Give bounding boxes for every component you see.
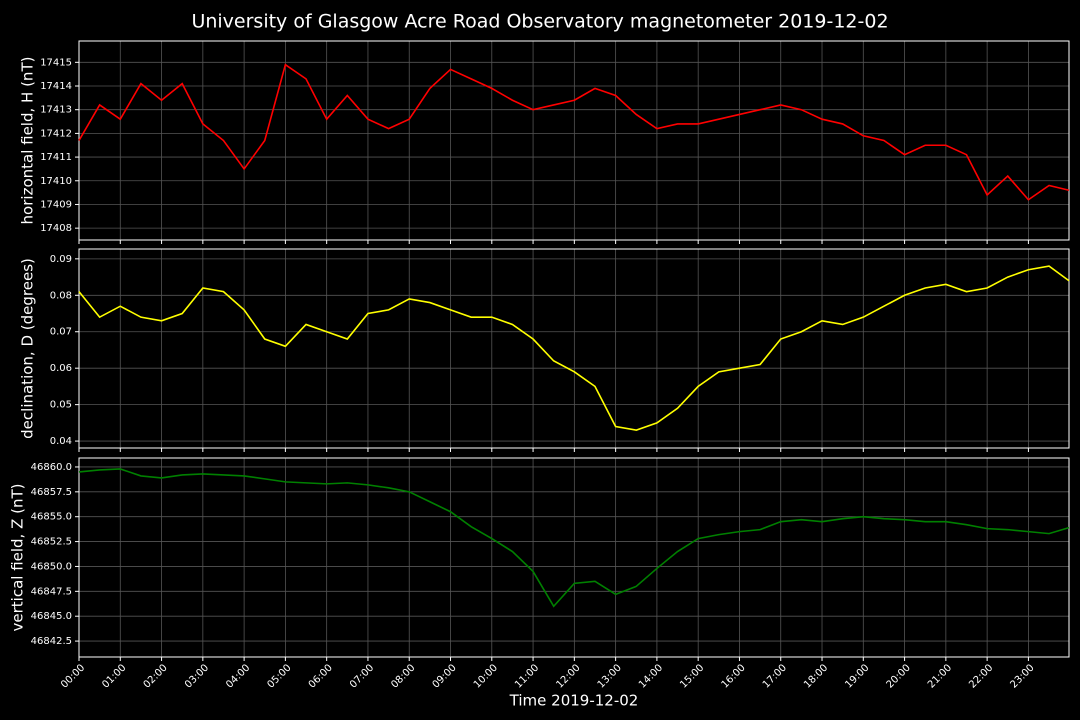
x-axis-label: Time 2019-12-02 — [509, 692, 639, 710]
y-tick-label: 0.05 — [50, 400, 72, 411]
data-line — [78, 63, 1070, 201]
y-tick-label: 46852.5 — [31, 537, 72, 548]
y-tick-label: 0.09 — [50, 254, 72, 265]
y-tick-label: 17412 — [40, 128, 72, 139]
y-tick-label: 17408 — [40, 223, 72, 234]
panel-frame — [78, 248, 1070, 449]
y-tick-label: 17411 — [40, 152, 72, 163]
y-tick-label: 46845.0 — [31, 611, 72, 622]
y-tick-label: 17410 — [40, 176, 72, 187]
x-tick-label: 21:00 — [926, 662, 954, 690]
x-tick-label: 16:00 — [720, 662, 748, 690]
y-tick-label: 0.06 — [50, 363, 72, 374]
x-tick-label: 15:00 — [678, 662, 706, 690]
y-tick-label: 17415 — [40, 57, 72, 68]
y-tick-label: 46855.0 — [31, 512, 72, 523]
y-axis-label: vertical field, Z (nT) — [9, 483, 27, 631]
x-tick-label: 23:00 — [1008, 662, 1036, 690]
y-tick-label: 46860.0 — [31, 462, 72, 473]
x-tick-label: 19:00 — [843, 662, 871, 690]
y-tick-label: 0.04 — [50, 436, 72, 447]
x-tick-label: 12:00 — [554, 662, 582, 690]
panel-frame — [78, 457, 1070, 658]
x-tick-label: 04:00 — [224, 662, 252, 690]
x-tick-label: 03:00 — [183, 662, 211, 690]
x-tick-label: 02:00 — [142, 662, 170, 690]
x-tick-label: 18:00 — [802, 662, 830, 690]
chart-title: University of Glasgow Acre Road Observat… — [191, 11, 888, 33]
y-tick-label: 46857.5 — [31, 487, 72, 498]
x-tick-label: 00:00 — [59, 662, 87, 690]
x-tick-label: 07:00 — [348, 662, 376, 690]
y-tick-label: 17413 — [40, 105, 72, 116]
y-tick-label: 46850.0 — [31, 561, 72, 572]
x-tick-label: 05:00 — [265, 662, 293, 690]
data-line — [78, 265, 1070, 431]
x-tick-label: 11:00 — [513, 662, 541, 690]
x-tick-label: 08:00 — [389, 662, 417, 690]
x-tick-label: 17:00 — [761, 662, 789, 690]
x-tick-label: 22:00 — [967, 662, 995, 690]
y-tick-label: 0.07 — [50, 327, 72, 338]
x-tick-label: 01:00 — [100, 662, 128, 690]
y-axis-label: horizontal field, H (nT) — [19, 57, 37, 225]
x-tick-label: 20:00 — [885, 662, 913, 690]
x-tick-label: 06:00 — [307, 662, 335, 690]
x-tick-label: 10:00 — [472, 662, 500, 690]
y-axis-label: declination, D (degrees) — [19, 258, 37, 439]
x-tick-label: 14:00 — [637, 662, 665, 690]
x-tick-label: 09:00 — [431, 662, 459, 690]
y-tick-label: 46847.5 — [31, 586, 72, 597]
x-tick-label: 13:00 — [596, 662, 624, 690]
y-tick-label: 17409 — [40, 199, 72, 210]
y-tick-label: 17414 — [40, 81, 72, 92]
data-line — [78, 468, 1070, 608]
y-tick-label: 0.08 — [50, 290, 72, 301]
y-tick-label: 46842.5 — [31, 636, 72, 647]
